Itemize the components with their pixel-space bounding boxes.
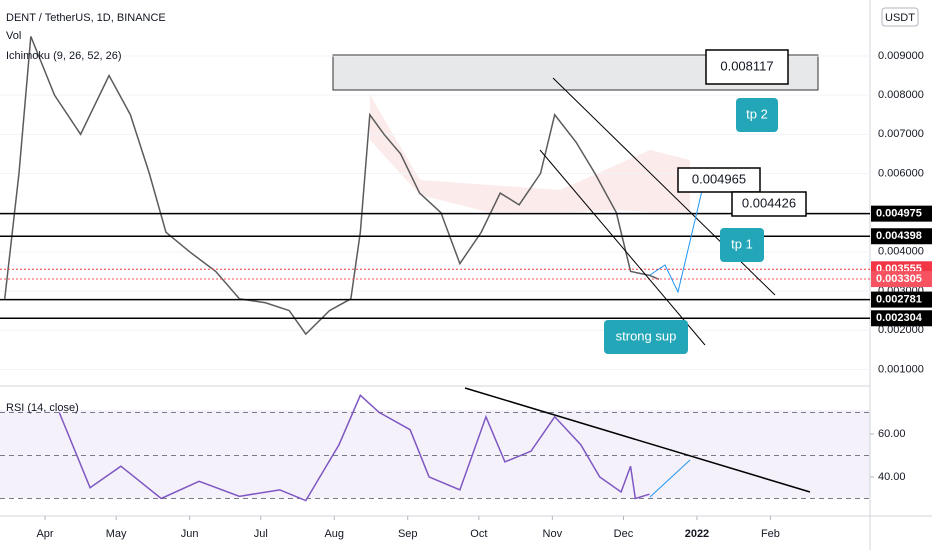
price-label: 0.004398	[876, 230, 922, 242]
label-box	[736, 98, 778, 132]
currency-box[interactable]	[881, 7, 919, 27]
price-label: 0.004975	[876, 208, 922, 220]
callout: 0.004426	[742, 195, 796, 210]
callout: 0.004965	[692, 171, 746, 186]
rsi-band	[0, 410, 870, 498]
y-tick-label: 0.001000	[878, 363, 924, 375]
label-box	[720, 228, 764, 262]
y-tick-label: 40.00	[878, 471, 906, 483]
y-tick-label: 60.00	[878, 428, 906, 440]
trend-line	[539, 149, 706, 346]
rsi-trend-line	[464, 387, 811, 493]
price-label: 0.002304	[876, 312, 923, 324]
x-tick-label: 2022	[685, 528, 709, 540]
label-box	[604, 320, 688, 354]
ichimoku-cloud	[370, 95, 690, 215]
callout-box	[731, 191, 807, 217]
label: tp 1	[731, 236, 753, 251]
x-tick-label: Nov	[543, 528, 563, 540]
x-tick-label: Jul	[254, 528, 268, 540]
chart-title: DENT / TetherUS, 1D, BINANCE	[6, 12, 166, 24]
indicator: Ichimoku (9, 26, 52, 26)	[6, 50, 122, 62]
x-tick-label: May	[106, 528, 127, 540]
rsi-title: RSI (14, close)	[6, 402, 79, 414]
x-tick-label: Jun	[181, 528, 199, 540]
x-tick-label: Oct	[470, 528, 487, 540]
price-line	[3, 36, 660, 336]
y-tick-label: 0.007000	[878, 128, 924, 140]
label: strong sup	[616, 328, 677, 343]
y-tick-label: 0.006000	[878, 167, 924, 179]
price-label-box	[871, 228, 932, 245]
callout: 0.008117	[720, 58, 773, 73]
price-label: 0.002781	[876, 293, 922, 305]
y-tick-label: 0.009000	[878, 50, 924, 62]
currency: USDT	[885, 12, 915, 24]
price-label-box	[871, 291, 932, 308]
callout-box	[705, 49, 789, 85]
y-tick-label: 0.008000	[878, 89, 924, 101]
x-tick-label: Apr	[36, 528, 53, 540]
rsi-arrow	[649, 459, 691, 498]
y-tick-label: 0.002000	[878, 324, 924, 336]
callout-box	[677, 167, 761, 193]
x-tick-label: Sep	[398, 528, 418, 540]
price-label: 0.003305	[876, 273, 922, 285]
price-label-box	[871, 310, 932, 327]
path-arrow	[649, 177, 706, 294]
x-tick-label: Feb	[761, 528, 780, 540]
x-tick-label: Dec	[614, 528, 634, 540]
price-line	[58, 394, 650, 502]
y-tick-label: 0.004000	[878, 246, 924, 258]
label: tp 2	[746, 106, 768, 121]
price-label-box	[871, 205, 932, 222]
price-label-box	[871, 271, 932, 288]
indicator: Vol	[6, 30, 21, 42]
x-tick-label: Aug	[324, 528, 344, 540]
